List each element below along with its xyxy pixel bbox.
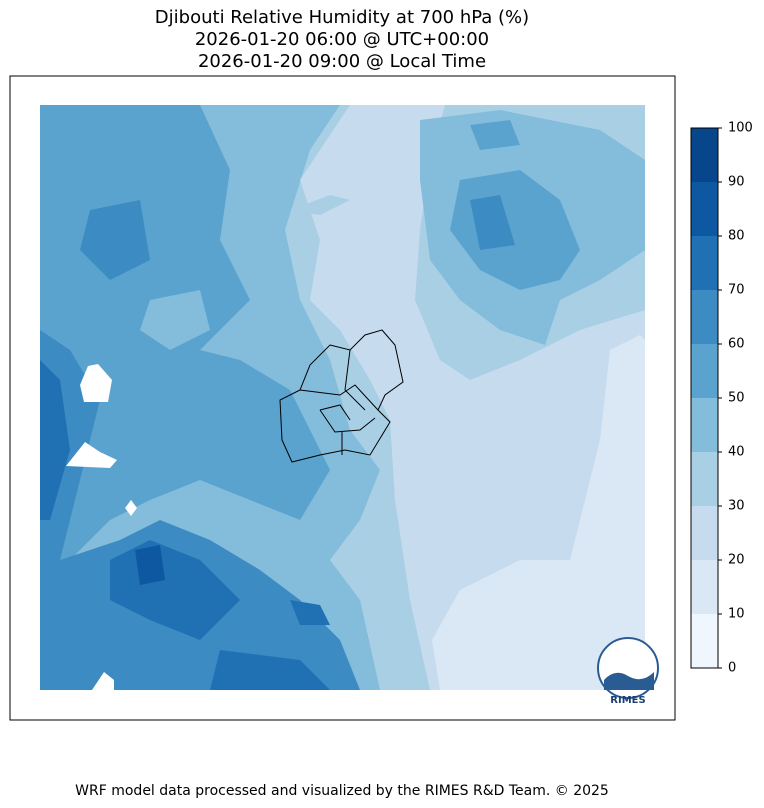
logo-wave [604,672,654,690]
colorbar-segment [691,398,718,452]
logo-label: RIMES [610,695,645,706]
field [300,105,645,690]
colorbar-tick-label: 90 [728,175,745,190]
colorbar: 0 10 20 30 40 50 60 70 80 90 100 [690,121,753,676]
missing-data [125,500,137,516]
colorbar-segment [691,128,718,182]
colorbar-tick-label: 40 [728,445,745,460]
colorbar-segment [691,560,718,614]
field [470,195,515,250]
field [40,360,70,520]
missing-data [92,672,114,690]
field [290,600,330,625]
colorbar-segment [691,182,718,236]
humidity-map [40,105,645,690]
missing-data [80,364,112,402]
logo: RIMES [597,637,659,706]
field [80,200,150,280]
colorbar-tick-label: 100 [728,121,753,136]
colorbar-segment [691,614,718,668]
field [140,290,210,350]
colorbar-tick-label: 70 [728,283,745,298]
title-line: 2026-01-20 06:00 @ UTC+00:00 [195,29,489,50]
missing-data [66,442,117,468]
field [432,335,645,690]
field [135,545,165,585]
colorbar-tick-label: 10 [728,607,745,622]
field [470,120,520,150]
colorbar-tick-label: 0 [728,661,736,676]
field [210,650,330,690]
colorbar-segment [691,236,718,290]
colorbar-segment [691,344,718,398]
colorbar-tick-label: 50 [728,391,745,406]
footer: WRF model data processed and visualized … [75,783,609,799]
colorbar-segment [691,506,718,560]
colorbar-segment [691,290,718,344]
field [290,195,350,215]
map-frame [9,75,676,721]
colorbar-tick-label: 20 [728,553,745,568]
colorbar-segment [691,452,718,506]
border [279,329,404,463]
colorbar-tick-label: 80 [728,229,745,244]
title-line: 2026-01-20 09:00 @ Local Time [198,51,486,72]
colorbar-tick-label: 60 [728,337,745,352]
colorbar-tick-label: 30 [728,499,745,514]
title-line: Djibouti Relative Humidity at 700 hPa (%… [155,7,529,28]
